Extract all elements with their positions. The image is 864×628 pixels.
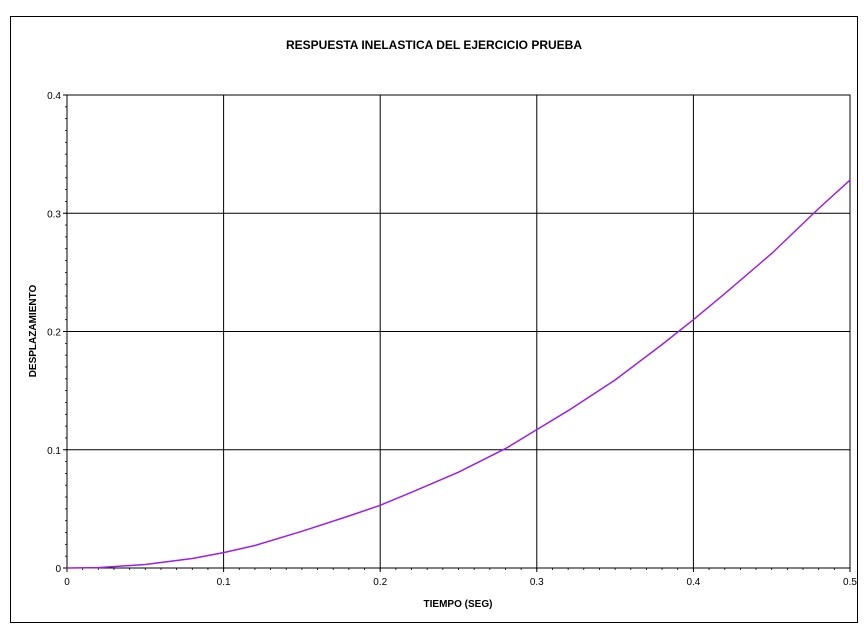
y-tick-label: 0.2 [47,328,61,339]
x-tick-label: 0.3 [530,577,544,588]
grid-lines [66,94,851,569]
x-axis-label: TIEMPO (SEG) [424,599,493,610]
y-axis-label: DESPLAZAMIENTO [28,284,39,377]
series-layer [66,179,851,569]
y-tick-label: 0.4 [47,91,61,102]
x-tick-label: 0.4 [686,577,700,588]
chart-frame [10,16,858,623]
y-tick-label: 0 [55,564,61,575]
chart-title: RESPUESTA INELASTICA DEL EJERCICIO PRUEB… [286,38,582,52]
x-tick-label: 0 [64,577,70,588]
x-tick-label: 0.2 [373,577,387,588]
y-tick-label: 0.1 [47,446,61,457]
x-tick-label: 0.5 [843,577,857,588]
x-tick-label: 0.1 [217,577,231,588]
series-line [66,179,851,569]
y-tick-label: 0.3 [47,209,61,220]
axis-ticks: 0 0.1 0.2 0.3 0.4 0.5 0 0.1 0.2 0.3 0.4 [47,91,857,588]
